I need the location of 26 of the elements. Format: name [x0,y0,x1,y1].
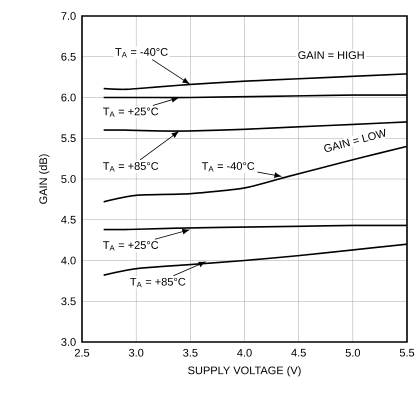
y-tick-label: 5.5 [61,134,76,142]
y-tick-label: 6.0 [61,94,76,102]
x-tick-label: 3.0 [128,348,144,357]
annotation: T$_{A}$ = +25°C [103,241,158,250]
annotation: T$_{A}$ = +85°C [130,278,186,288]
x-tick-label: 2.5 [74,348,90,357]
x-tick-label: 5.5 [400,348,414,357]
y-tick-label: 4.5 [61,216,76,224]
annotation: T$_{A}$ = +25°C [103,108,158,117]
annotation: T$_{A}$ = -40°C [115,48,168,58]
y-tick-label: 6.5 [61,52,76,61]
annotation: T$_{A}$ = +85°C [103,162,158,172]
y-tick-label: 7.0 [61,12,76,20]
x-tick-label: 3.5 [183,348,198,357]
x-tick-label: 5.0 [346,348,360,357]
annotation: GAIN = LOW [324,128,386,152]
annotation: GAIN = HIGH [298,51,364,60]
x-axis-title: SUPPLY VOLTAGE (V) [188,366,301,376]
y-tick-label: 5.0 [61,175,76,183]
x-tick-label: 4.0 [237,348,252,357]
y-axis-title: GAIN (dB) [39,154,50,204]
y-tick-label: 3.5 [61,297,76,306]
y-tick-label: 4.0 [61,256,76,264]
y-tick-label: 3.0 [61,338,76,346]
x-tick-label: 4.5 [291,348,306,357]
annotation: T$_{A}$ = -40°C [202,162,254,172]
